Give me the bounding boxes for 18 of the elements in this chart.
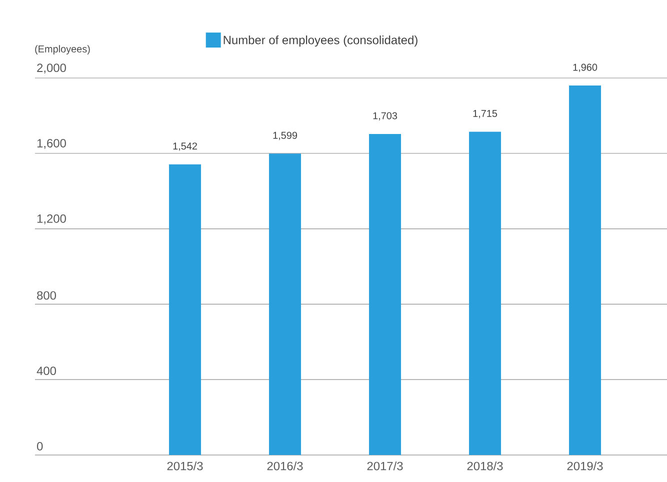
data-label: 1,599 xyxy=(273,132,298,140)
x-tick-label: 2018/3 xyxy=(467,462,503,470)
y-tick-label: 1,600 xyxy=(37,138,66,149)
x-tick-label: 2019/3 xyxy=(567,462,603,470)
data-label: 1,703 xyxy=(373,112,398,120)
data-label: 1,542 xyxy=(173,142,197,151)
y-tick-label: 0 xyxy=(37,442,43,450)
data-label: 1,960 xyxy=(573,64,598,72)
x-tick-label: 2017/3 xyxy=(367,462,403,470)
y-tick-label: 1,200 xyxy=(37,214,66,224)
legend-label: Number of employees (consolidated) xyxy=(224,35,418,47)
y-tick-label: 2,000 xyxy=(37,64,66,74)
y-tick-label: 400 xyxy=(36,366,56,376)
y-tick-label: 800 xyxy=(37,291,56,300)
data-label: 1,715 xyxy=(473,110,498,118)
x-tick-label: 2015/3 xyxy=(167,462,203,470)
x-tick-label: 2016/3 xyxy=(267,462,303,470)
y-axis-title: (Employees) xyxy=(35,45,90,54)
